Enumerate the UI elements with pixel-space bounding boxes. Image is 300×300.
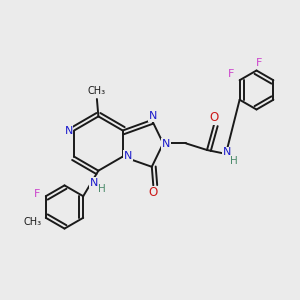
Text: F: F <box>34 189 41 199</box>
Text: N: N <box>64 125 73 136</box>
Text: N: N <box>148 111 157 122</box>
Text: CH₃: CH₃ <box>88 86 106 97</box>
Text: O: O <box>149 186 158 200</box>
Text: N: N <box>223 147 231 158</box>
Text: CH₃: CH₃ <box>23 217 41 227</box>
Text: H: H <box>230 155 238 166</box>
Text: H: H <box>98 184 106 194</box>
Text: F: F <box>227 69 234 79</box>
Text: N: N <box>124 151 132 161</box>
Text: N: N <box>90 178 98 188</box>
Text: N: N <box>162 139 170 149</box>
Text: F: F <box>256 58 262 68</box>
Text: O: O <box>210 111 219 124</box>
